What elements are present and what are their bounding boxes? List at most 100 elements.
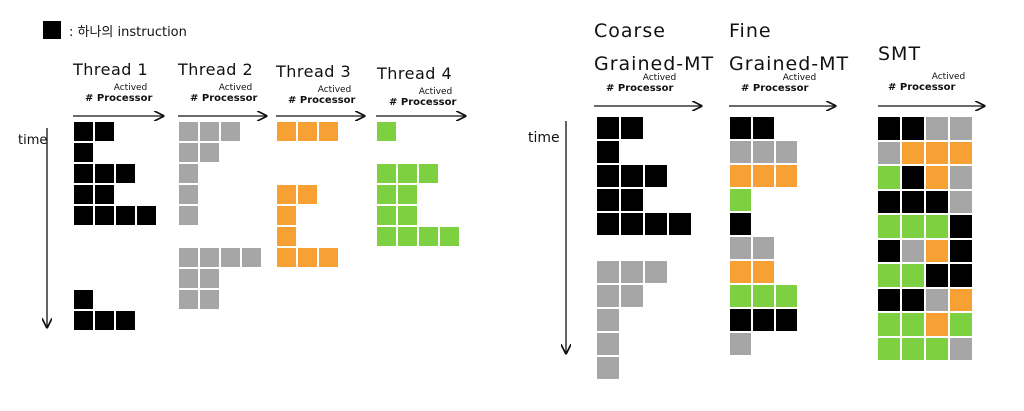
fine-header: Fine Grained-MT Actived # Processor [729, 20, 848, 94]
instruction-cell [949, 214, 973, 239]
instruction-cell [925, 214, 949, 239]
instruction-cell [729, 212, 752, 236]
instruction-cell [752, 284, 775, 308]
instruction-cell [729, 116, 752, 140]
instruction-cell [949, 189, 973, 214]
instruction-cell [901, 189, 925, 214]
instruction-cell [901, 238, 925, 263]
thread-1-title: Thread 1 [73, 60, 149, 79]
instruction-cell [620, 188, 644, 212]
instruction-cell [276, 121, 297, 142]
instruction-cell [925, 312, 949, 337]
instruction-cell [418, 226, 439, 247]
instruction-cell [901, 116, 925, 141]
instruction-cell [644, 212, 668, 236]
instruction-cell [73, 310, 94, 331]
instruction-cell [877, 214, 901, 239]
instruction-cell [241, 247, 262, 268]
instruction-cell [397, 184, 418, 205]
instruction-cell [94, 121, 115, 142]
instruction-cell [901, 140, 925, 165]
coarse-title-line2: Grained-MT [594, 53, 715, 75]
instruction-cell [73, 289, 94, 310]
coarse-title-line1: Coarse [594, 20, 666, 42]
instruction-cell [949, 116, 973, 141]
instruction-cell [729, 236, 752, 260]
threads-section: time Thread 1 Actived # Processor Thread… [0, 0, 500, 411]
instruction-cell [775, 308, 798, 332]
thread-2-header: Thread 2 Actived # Processor [178, 60, 273, 104]
instruction-cell [376, 205, 397, 226]
instruction-cell [925, 336, 949, 361]
instruction-cell [318, 247, 339, 268]
instruction-cell [668, 212, 692, 236]
instruction-cell [376, 163, 397, 184]
thread-4-title: Thread 4 [377, 64, 453, 83]
instruction-cell [115, 310, 136, 331]
thread-4-header: Thread 4 Actived # Processor [377, 64, 472, 108]
instruction-cell [596, 332, 620, 356]
instruction-cell [729, 332, 752, 356]
instruction-cell [73, 184, 94, 205]
instruction-cell [397, 163, 418, 184]
instruction-cell [73, 142, 94, 163]
instruction-cell [397, 205, 418, 226]
instruction-cell [620, 284, 644, 308]
instruction-cell [877, 116, 901, 141]
instruction-cell [439, 226, 460, 247]
thread-4-processor: # Processor [389, 97, 457, 108]
instruction-cell [925, 189, 949, 214]
thread-2-title: Thread 2 [178, 60, 254, 79]
instruction-cell [949, 312, 973, 337]
instruction-cell [729, 308, 752, 332]
thread-1-header: Thread 1 Actived # Processor [73, 60, 168, 104]
instruction-cell [276, 184, 297, 205]
instruction-cell [199, 142, 220, 163]
instruction-cell [115, 205, 136, 226]
instruction-cell [199, 268, 220, 289]
instruction-cell [297, 121, 318, 142]
smt-header: SMT Actived # Processor [878, 42, 993, 93]
instruction-cell [199, 289, 220, 310]
thread-1-processor: # Processor [85, 93, 153, 104]
instruction-cell [94, 310, 115, 331]
instruction-cell [178, 268, 199, 289]
thread-2-processor: # Processor [190, 93, 258, 104]
instruction-cell [376, 226, 397, 247]
thread-1-actived: Actived [113, 83, 148, 93]
thread-3-title: Thread 3 [276, 62, 352, 81]
instruction-cell [94, 205, 115, 226]
instruction-cell [220, 121, 241, 142]
instruction-cell [318, 121, 339, 142]
instruction-cell [73, 205, 94, 226]
instruction-cell [949, 263, 973, 288]
instruction-cell [178, 289, 199, 310]
instruction-cell [297, 247, 318, 268]
instruction-cell [376, 184, 397, 205]
time-label-right: time [528, 130, 560, 146]
instruction-cell [877, 312, 901, 337]
instruction-cell [596, 164, 620, 188]
instruction-cell [752, 260, 775, 284]
instruction-cell [877, 263, 901, 288]
coarse-header: Coarse Grained-MT Actived # Processor [594, 20, 715, 94]
time-label-left: time [18, 133, 48, 148]
legend-label: : 하나의 instruction [69, 25, 187, 40]
instruction-cell [644, 260, 668, 284]
instruction-cell [877, 189, 901, 214]
instruction-cell [397, 226, 418, 247]
instruction-cell [178, 121, 199, 142]
instruction-cell [925, 165, 949, 190]
instruction-cell [925, 263, 949, 288]
instruction-cell [729, 284, 752, 308]
instruction-cell [752, 236, 775, 260]
instruction-cell [925, 238, 949, 263]
instruction-cell [901, 287, 925, 312]
instruction-cell [729, 260, 752, 284]
instruction-cell [178, 184, 199, 205]
instruction-cell [729, 164, 752, 188]
legend-swatch [43, 21, 61, 39]
smt-title: SMT [878, 43, 922, 65]
thread-3-actived: Actived [317, 85, 352, 95]
